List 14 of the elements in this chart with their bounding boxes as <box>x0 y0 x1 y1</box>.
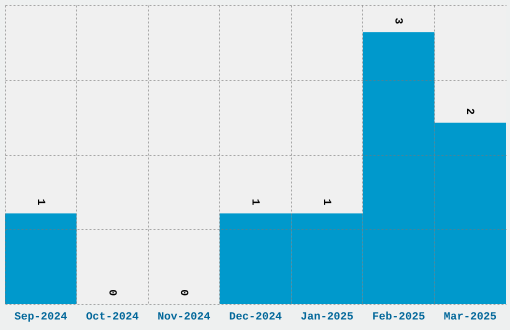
data-label: 0 <box>105 289 118 296</box>
x-tick-label: Feb-2025 <box>372 312 426 324</box>
x-tick-label: Mar-2025 <box>444 312 498 324</box>
data-label: 1 <box>34 198 46 206</box>
data-label: 0 <box>176 289 189 296</box>
x-tick-label: Oct-2024 <box>86 312 140 324</box>
data-label: 1 <box>320 198 332 206</box>
x-tick-label: Dec-2024 <box>229 312 282 324</box>
x-tick-label: Nov-2024 <box>158 312 211 324</box>
data-label: 2 <box>463 108 476 115</box>
x-tick-label: Sep-2024 <box>14 312 68 324</box>
data-label: 1 <box>248 198 260 206</box>
data-label: 3 <box>392 18 404 25</box>
x-tick-label: Jan-2025 <box>300 312 354 324</box>
